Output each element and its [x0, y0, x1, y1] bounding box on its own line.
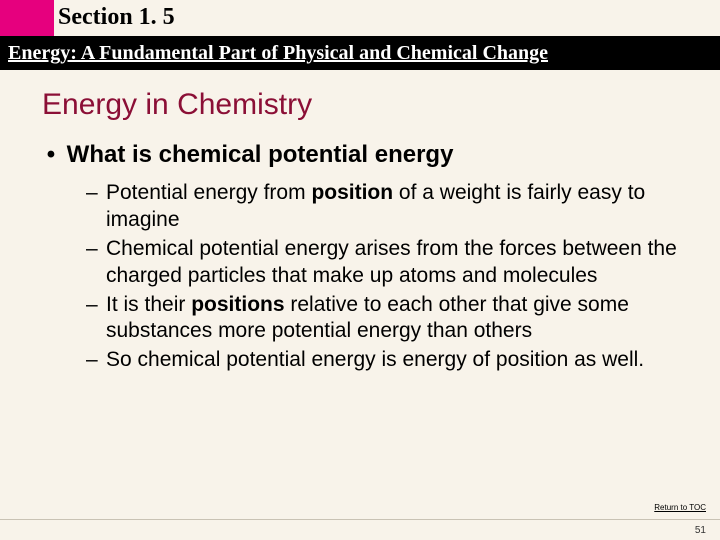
subtitle-bar: Energy: A Fundamental Part of Physical a… [0, 36, 720, 70]
bullet-level2: – Potential energy from position of a we… [86, 180, 682, 234]
bullet-level2: – Chemical potential energy arises from … [86, 236, 682, 290]
dash-marker: – [86, 347, 106, 374]
bullet-level2-text: It is their positions relative to each o… [106, 292, 682, 346]
pink-accent-block [0, 0, 54, 36]
slide-title: Energy in Chemistry [42, 88, 682, 122]
bullet-level2: – So chemical potential energy is energy… [86, 347, 682, 374]
dash-marker: – [86, 180, 106, 234]
bullet-marker: • [42, 140, 60, 170]
slide-content: Energy in Chemistry • What is chemical p… [42, 88, 682, 376]
bullet-level1-text: What is chemical potential energy [67, 141, 454, 168]
section-bar: Section 1. 5 [0, 0, 720, 36]
return-to-toc-link[interactable]: Return to TOC [654, 503, 706, 512]
footer-rule [0, 519, 720, 520]
bullet-level2-text: So chemical potential energy is energy o… [106, 347, 682, 374]
dash-marker: – [86, 292, 106, 346]
sub-bullet-list: – Potential energy from position of a we… [86, 180, 682, 374]
bullet-level2-text: Chemical potential energy arises from th… [106, 236, 682, 290]
bullet-level2-text: Potential energy from position of a weig… [106, 180, 682, 234]
bullet-level1: • What is chemical potential energy [42, 140, 682, 170]
bullet-level2: – It is their positions relative to each… [86, 292, 682, 346]
dash-marker: – [86, 236, 106, 290]
section-label: Section 1. 5 [58, 4, 175, 31]
page-number: 51 [695, 525, 706, 536]
subtitle-text: Energy: A Fundamental Part of Physical a… [8, 42, 548, 65]
